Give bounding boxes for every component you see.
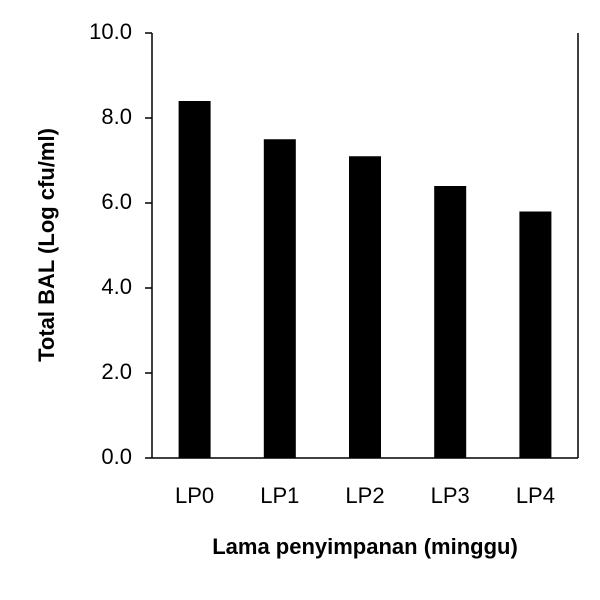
- bar: [263, 139, 296, 458]
- x-tick-label: LP1: [260, 483, 299, 508]
- y-tick-label: 8.0: [101, 104, 132, 129]
- x-tick-label: LP4: [516, 483, 555, 508]
- y-axis-title: Total BAL (Log cfu/ml): [34, 128, 59, 362]
- bar: [434, 186, 467, 458]
- x-axis-title: Lama penyimpanan (minggu): [212, 534, 518, 559]
- bar: [519, 211, 552, 458]
- y-tick-label: 6.0: [101, 189, 132, 214]
- y-tick-label: 2.0: [101, 359, 132, 384]
- y-tick-label: 10.0: [89, 19, 132, 44]
- x-tick-label: LP3: [431, 483, 470, 508]
- bar: [178, 101, 211, 458]
- x-tick-label: LP2: [345, 483, 384, 508]
- bar: [349, 156, 381, 458]
- x-tick-label: LP0: [175, 483, 214, 508]
- y-tick-label: 4.0: [101, 274, 132, 299]
- y-tick-label: 0.0: [101, 444, 132, 469]
